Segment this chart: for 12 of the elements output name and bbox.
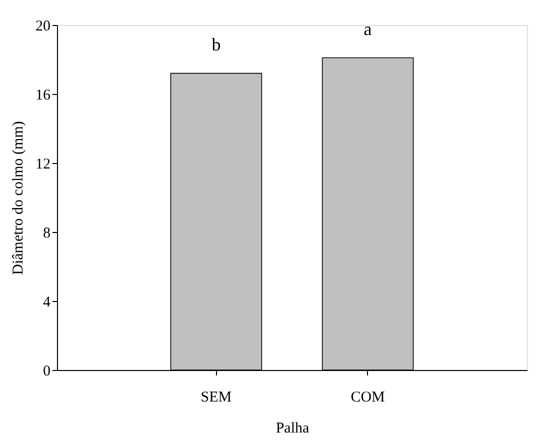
y-tick-label: 20	[36, 18, 50, 34]
y-axis-title: Diâmetro do colmo (mm)	[10, 121, 26, 275]
x-axis-title: Palha	[276, 420, 310, 436]
y-tick-label: 4	[43, 294, 51, 310]
y-tick-label: 16	[36, 88, 51, 104]
x-tick-label: SEM	[200, 390, 232, 406]
annotation: b	[212, 34, 221, 54]
annotation: a	[364, 18, 372, 39]
y-tick-label: 0	[43, 364, 50, 380]
y-tick-label: 8	[43, 226, 50, 242]
x-tick-label: COM	[350, 390, 385, 406]
y-tick-label: 12	[36, 156, 50, 172]
